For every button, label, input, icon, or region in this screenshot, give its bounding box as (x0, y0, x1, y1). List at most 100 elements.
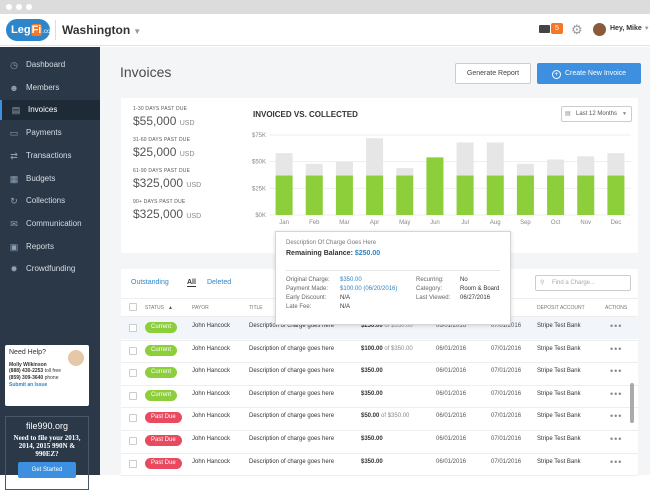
divider (55, 20, 56, 40)
promo-text: Need to file your 2013, 2014, 2015 990N … (13, 434, 81, 458)
table-row[interactable]: Past Due John Hancock Description of charg… (121, 430, 638, 452)
filter-deleted[interactable]: Deleted (207, 279, 232, 286)
sidebar-item-label: Members (26, 82, 60, 92)
more-actions-icon[interactable]: ••• (610, 321, 623, 331)
summary-value: $55,000 USD (133, 114, 195, 128)
date-range-select[interactable]: ▤ Last 12 Months ▼ (561, 106, 632, 122)
sidebar-item-communication[interactable]: ✉ Communication (0, 214, 100, 234)
message-icon[interactable] (539, 25, 550, 33)
x-tick-label: Mar (339, 220, 349, 226)
tooltip-field-label: Payment Made: (286, 286, 329, 292)
payor-cell: John Hancock (192, 413, 231, 420)
title-cell: Description of charge goes here (249, 390, 335, 397)
bar-collected[interactable] (577, 175, 595, 215)
help-card: Need Help? Molly Wilkinson (888) 430-225… (5, 345, 89, 406)
page-title: Invoices (120, 64, 172, 80)
table-row[interactable]: Current John Hancock Description of charge… (121, 362, 638, 384)
bar-collected[interactable] (366, 175, 384, 215)
tooltip-field-value: N/A (340, 304, 351, 310)
sidebar-item-members[interactable]: ☻ Members (0, 78, 100, 98)
bar-collected[interactable] (335, 175, 353, 215)
payor-cell: John Hancock (192, 436, 231, 442)
filter-outstanding[interactable]: Outstanding (131, 279, 169, 286)
payor-cell: John Hancock (192, 390, 231, 397)
sidebar-item-crowdfunding[interactable]: ✸ Crowdfunding (0, 259, 100, 279)
x-tick-label: Feb (309, 220, 320, 226)
table-row[interactable]: Current John Hancock Description of charge… (121, 340, 638, 362)
column-header[interactable]: DEPOSIT ACCOUNT (537, 305, 585, 311)
window-dot[interactable] (16, 4, 22, 10)
status-badge: Current (145, 389, 178, 401)
sidebar-item-invoices[interactable]: ▤ Invoices (0, 100, 100, 121)
row-checkbox[interactable] (129, 346, 137, 355)
table-row[interactable]: Past Due John Hancock Description of charg… (121, 453, 638, 475)
arrows-icon: ⇄ (10, 150, 18, 161)
row-checkbox[interactable] (129, 369, 137, 378)
row-checkbox[interactable] (129, 391, 137, 400)
bar-collected[interactable] (426, 157, 444, 215)
account-cell: Stripe Test Bank (537, 323, 581, 329)
date-cell: 06/01/2016 (436, 413, 467, 420)
bar-collected[interactable] (516, 175, 534, 215)
more-actions-icon[interactable]: ••• (610, 411, 623, 422)
select-all-checkbox[interactable] (129, 303, 137, 311)
column-header[interactable]: STATUS (145, 305, 164, 311)
phone-direct: (859) 309-3640 phone (9, 375, 59, 381)
window-dot[interactable] (26, 4, 32, 10)
legfi-logo[interactable]: LegFi.com (6, 19, 55, 41)
gear-icon[interactable]: ⚙ (571, 22, 583, 37)
bar-collected[interactable] (547, 175, 565, 215)
amount-cell: $350.00 (361, 436, 383, 442)
bar-collected[interactable] (607, 175, 625, 215)
x-tick-label: Jun (430, 220, 440, 226)
sidebar-item-label: Invoices (28, 105, 58, 115)
user-menu[interactable]: Hey, Mike ▼ (610, 25, 650, 32)
sidebar-item-budgets[interactable]: ▦ Budgets (0, 169, 100, 189)
sidebar-item-payments[interactable]: ▭ Payments (0, 123, 100, 143)
summary-item: 1-30 DAYS PAST DUE $55,000 USD (133, 106, 246, 128)
bar-collected[interactable] (396, 175, 414, 215)
title-cell: Description of charge goes here (249, 436, 335, 442)
row-checkbox[interactable] (129, 459, 137, 468)
bar-collected[interactable] (456, 175, 474, 215)
generate-report-button[interactable]: Generate Report (455, 63, 531, 84)
column-header[interactable]: TITLE (249, 305, 263, 311)
date-cell: 06/01/2016 (436, 368, 467, 375)
sidebar-item-dashboard[interactable]: ◷ Dashboard (0, 55, 100, 75)
x-tick-label: Oct (551, 220, 561, 226)
window-chrome (0, 0, 650, 14)
sidebar-item-collections[interactable]: ↻ Collections (0, 191, 100, 211)
get-started-button[interactable]: Get Started (18, 462, 76, 478)
more-actions-icon[interactable]: ••• (610, 388, 623, 399)
column-header[interactable]: PAYOR (192, 305, 209, 311)
submit-issue-link[interactable]: Submit an Issue (9, 382, 48, 388)
row-checkbox[interactable] (129, 414, 137, 423)
bar-collected[interactable] (486, 175, 504, 215)
sidebar-item-transactions[interactable]: ⇄ Transactions (0, 146, 100, 166)
due-date-cell: 07/01/2016 (491, 323, 522, 329)
summary-value: $325,000 USD (133, 176, 202, 190)
due-date-cell: 07/01/2016 (491, 458, 522, 465)
due-date-cell: 07/01/2016 (491, 390, 522, 397)
bar-collected[interactable] (305, 175, 323, 215)
more-actions-icon[interactable]: ••• (610, 366, 623, 377)
sidebar-item-reports[interactable]: ▣ Reports (0, 237, 100, 257)
location-selector[interactable]: Washington ▼ (62, 23, 141, 37)
row-checkbox[interactable] (129, 437, 137, 445)
scrollbar[interactable] (630, 383, 634, 423)
table-row[interactable]: Current John Hancock Description of charge… (121, 385, 638, 407)
row-checkbox[interactable] (129, 324, 137, 332)
window-dot[interactable] (6, 4, 12, 10)
more-actions-icon[interactable]: ••• (610, 434, 623, 444)
table-row[interactable]: Past Due John Hancock Description of charg… (121, 407, 638, 429)
more-actions-icon[interactable]: ••• (610, 456, 623, 467)
create-invoice-button[interactable]: + Create New Invoice (537, 63, 641, 84)
column-header[interactable]: ACTIONS (605, 305, 628, 311)
search-input[interactable]: ⚲ Find a Charge... (535, 275, 631, 291)
more-actions-icon[interactable]: ••• (610, 343, 623, 354)
chat-icon: ✉ (10, 218, 18, 229)
filter-all[interactable]: All (187, 279, 196, 287)
calendar-icon: ▦ (9, 173, 19, 184)
bar-collected[interactable] (275, 175, 293, 215)
avatar[interactable] (593, 23, 606, 36)
